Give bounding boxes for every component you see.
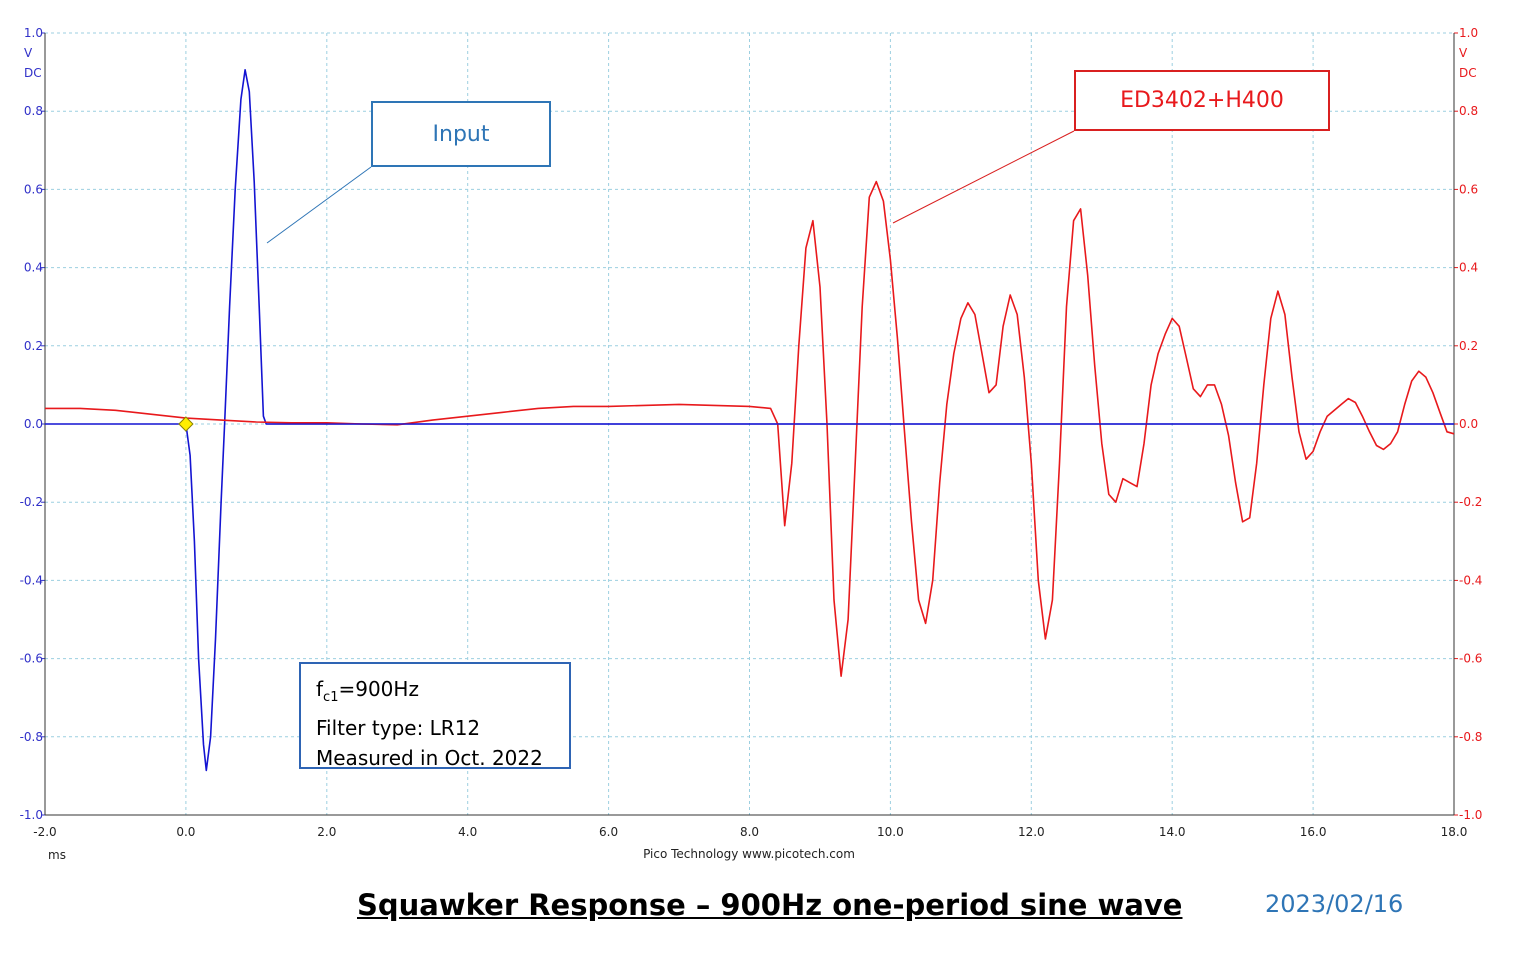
series-layer — [45, 69, 1455, 772]
cutoff-frequency-line: fc1=900Hz — [316, 674, 569, 713]
left-y-tick-label: -0.4 — [20, 573, 43, 587]
right-y-tick-label: 0.4 — [1459, 261, 1478, 275]
callout-leaders — [266, 130, 1075, 244]
cutoff-value: =900Hz — [338, 677, 419, 701]
x-tick-label: 18.0 — [1441, 825, 1468, 839]
right-unit-label: V — [1459, 46, 1468, 60]
left-y-axis: -1.0 -0.8 -0.6 -0.4 -0.2 0.0 0.2 0.4 0.6 0.8 1.0 VD… — [20, 26, 46, 822]
left-y-tick-label: -0.8 — [20, 730, 43, 744]
filter-info-box: fc1=900Hz Filter type: LR12 Measured in … — [299, 662, 571, 770]
x-tick-label: 12.0 — [1018, 825, 1045, 839]
trigger-marker-layer — [178, 416, 194, 432]
x-tick-label: 6.0 — [599, 825, 618, 839]
x-tick-label: -2.0 — [33, 825, 56, 839]
right-y-tick-label: 0.8 — [1459, 104, 1478, 118]
left-unit-label: DC — [24, 66, 42, 80]
right-y-tick-label: -1.0 — [1459, 808, 1482, 822]
x-tick-label: 4.0 — [458, 825, 477, 839]
right-y-tick-label: -0.6 — [1459, 652, 1482, 666]
left-y-tick-label: -1.0 — [20, 808, 43, 822]
right-y-tick-label: 0.2 — [1459, 339, 1478, 353]
x-tick-label: 10.0 — [877, 825, 904, 839]
x-tick-label: 0.0 — [176, 825, 195, 839]
ed-callout: ED3402+H400 — [1074, 70, 1330, 131]
x-axis: -2.0 0.0 2.0 4.0 6.0 8.0 10.0 12.0 14.0 16.0 18.0 m… — [33, 814, 1468, 862]
left-y-tick-label: 1.0 — [24, 26, 43, 40]
right-y-tick-label: -0.8 — [1459, 730, 1482, 744]
ed-callout-label: ED3402+H400 — [1120, 88, 1284, 113]
right-y-tick-label: 1.0 — [1459, 26, 1478, 40]
input-series-line — [45, 69, 1454, 772]
left-y-tick-label: 0.0 — [24, 417, 43, 431]
left-y-tick-label: 0.4 — [24, 261, 43, 275]
left-unit-label: V — [24, 46, 33, 60]
chart-date: 2023/02/16 — [1265, 890, 1404, 918]
filter-type-line: Filter type: LR12 — [316, 716, 481, 740]
left-y-tick-label: 0.8 — [24, 104, 43, 118]
input-leader-line — [266, 166, 372, 244]
right-y-tick-label: 0.0 — [1459, 417, 1478, 431]
input-callout: Input — [371, 101, 551, 167]
measured-date-line: Measured in Oct. 2022 — [316, 746, 543, 770]
x-tick-label: 16.0 — [1300, 825, 1327, 839]
left-y-tick-label: 0.6 — [24, 182, 43, 196]
right-y-tick-label: -0.4 — [1459, 573, 1482, 587]
right-y-tick-label: 0.6 — [1459, 182, 1478, 196]
left-y-tick-label: 0.2 — [24, 339, 43, 353]
trigger-marker-icon — [178, 416, 194, 432]
ed3402-h400-series-line — [45, 180, 1455, 678]
x-tick-label: 2.0 — [317, 825, 336, 839]
x-tick-label: 14.0 — [1159, 825, 1186, 839]
right-y-axis: -1.0 -0.8 -0.6 -0.4 -0.2 0.0 0.2 0.4 0.6 0.8 1.0 VD… — [1453, 26, 1482, 822]
left-y-tick-label: -0.6 — [20, 652, 43, 666]
cutoff-subscript: c1 — [323, 690, 339, 705]
chart-title: Squawker Response – 900Hz one-period sin… — [357, 888, 1183, 922]
right-unit-label: DC — [1459, 66, 1477, 80]
right-y-tick-label: -0.2 — [1459, 495, 1482, 509]
left-y-tick-label: -0.2 — [20, 495, 43, 509]
footer-label: Pico Technology www.picotech.com — [643, 847, 855, 861]
x-tick-label: 8.0 — [740, 825, 759, 839]
ed-leader-line — [892, 130, 1075, 224]
cutoff-f: f — [316, 677, 324, 701]
x-unit-label: ms — [48, 848, 66, 862]
input-callout-label: Input — [432, 121, 490, 147]
